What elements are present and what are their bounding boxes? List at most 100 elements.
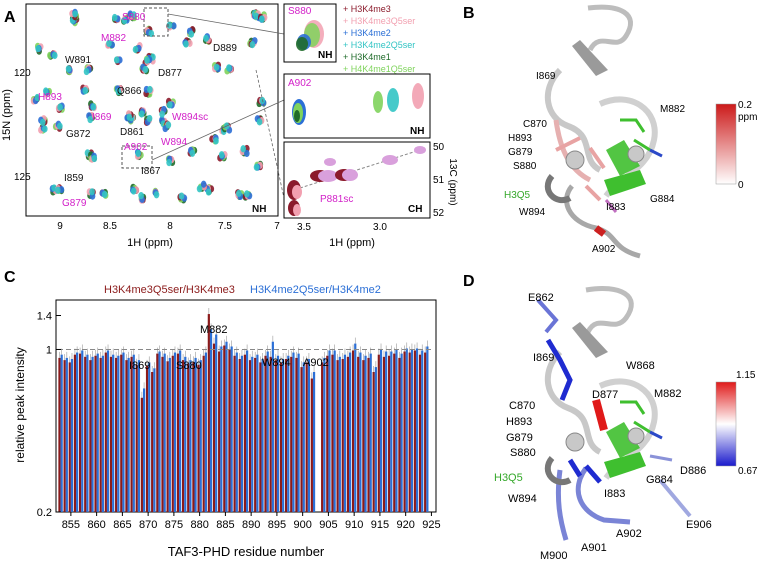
a-ytick-120: 120	[14, 68, 31, 79]
d-label-h893: H893	[506, 416, 532, 428]
bar-chart-c: 0.2 1 1.4 855 860 865 870 875 880 885 890 895 900 905…	[37, 299, 441, 531]
bar-me2-912	[364, 355, 367, 512]
bar-me2-922	[415, 348, 419, 512]
b-label-g884: G884	[650, 194, 675, 205]
nmr-peak	[113, 56, 120, 64]
nmr-peak	[144, 56, 150, 64]
nmr-peak	[132, 45, 139, 54]
b-label-c870: C870	[523, 119, 547, 130]
inset-p881sc: P881sc CH 50 51 52 13C (ppm) 3.5 3.0 1H …	[283, 141, 458, 249]
x-tick-label: 895	[268, 519, 286, 531]
bar-me2-888	[240, 355, 244, 512]
bar-me3-863	[109, 356, 113, 512]
bar-me3-860	[94, 355, 97, 512]
nmr-peak	[256, 118, 263, 126]
bar-me2-898	[292, 352, 295, 512]
d-label-i883: I883	[604, 488, 625, 500]
nmr-peak	[166, 158, 172, 167]
bar-me2-911	[359, 352, 362, 512]
nmr-peak	[253, 163, 260, 171]
inset3-ytick-51: 51	[433, 175, 445, 186]
d-label-a901: A901	[581, 542, 607, 554]
inset-s880-nh: NH	[318, 50, 332, 61]
bar-me3-857	[78, 353, 82, 512]
c-annot-i869: I869	[129, 360, 150, 372]
x-tick-label: 865	[113, 519, 131, 531]
bar-me3-855	[68, 362, 71, 512]
nmr-peak	[166, 21, 173, 29]
bar-me2-919	[400, 353, 403, 512]
bar-me3-858	[84, 356, 87, 512]
bar-me3-883	[212, 343, 216, 512]
a-xtick-7: 7	[274, 221, 280, 232]
bar-me2-894	[271, 341, 274, 512]
scale-b-min: 0	[738, 180, 744, 191]
nmr-peak	[101, 190, 108, 199]
bar-me2-915	[379, 349, 383, 512]
bar-me2-909	[349, 352, 352, 512]
bar-me3-896	[279, 362, 283, 512]
inset-a902-label: A902	[288, 78, 312, 89]
nmr-peak	[115, 87, 122, 96]
bar-me2-908	[343, 354, 347, 512]
d-label-s880: S880	[510, 447, 536, 459]
x-tick-label: 885	[216, 519, 234, 531]
peak-cloud	[30, 8, 268, 204]
bar-me2-871	[153, 368, 156, 512]
legend-a-1: + H3K4me3Q5ser	[343, 16, 415, 26]
peak-label-i867: I867	[141, 166, 161, 177]
legend-a-2: + H3K4me2	[343, 28, 391, 38]
nmr-peak	[213, 63, 220, 71]
bar-me3-889	[243, 354, 246, 512]
bar-me3-874	[166, 361, 169, 512]
x-tick-label: 900	[293, 519, 311, 531]
nmr-peak	[189, 149, 196, 157]
bar-me2-858	[86, 354, 89, 512]
bar-me3-918	[393, 353, 396, 512]
nmr-peak	[240, 145, 247, 153]
inset3-ylabel: 13C (ppm)	[447, 158, 458, 205]
nmr-peak	[83, 67, 90, 76]
nmr-peak	[82, 87, 89, 95]
nmr-peak	[42, 87, 49, 95]
nmr-peak	[57, 122, 63, 130]
y-tick-label: 0.2	[37, 507, 52, 519]
d-label-a902: A902	[616, 528, 642, 540]
bar-me2-872	[158, 351, 161, 512]
bar-me3-910	[351, 350, 355, 512]
c-annot-a902: A902	[303, 357, 329, 369]
peak-label-d877: D877	[158, 68, 182, 79]
b-label-s880: S880	[513, 161, 537, 172]
nmr-peak	[236, 189, 242, 197]
bar-me3-880	[197, 364, 200, 512]
bar-me3-891	[254, 357, 257, 512]
bar-me3-909	[346, 356, 350, 512]
x-tick-label: 880	[190, 519, 208, 531]
d-label-i869: I869	[533, 352, 554, 364]
legend-a-3: + H3K4me2Q5ser	[343, 40, 415, 50]
legend-a-4: + H3K4me1	[343, 52, 391, 62]
b-label-a902: A902	[592, 244, 616, 255]
a-xtick-8: 8	[167, 221, 173, 232]
bar-me2-910	[354, 343, 357, 512]
bar-me3-871	[151, 372, 154, 512]
bar-me3-890	[248, 360, 252, 512]
bar-me3-892	[259, 362, 262, 512]
bar-me2-918	[395, 349, 398, 512]
bar-me3-915	[377, 354, 380, 512]
nmr-peak	[205, 188, 212, 196]
bar-me3-919	[398, 357, 401, 512]
c-annot-w894: W894	[262, 357, 291, 369]
bar-me3-901	[305, 362, 308, 512]
nmr-peak	[166, 101, 173, 109]
panel-a-xlabel: 1H (ppm)	[127, 237, 173, 249]
panel-b-letter: B	[463, 5, 475, 22]
panel-c-letter: C	[4, 269, 16, 286]
bar-me3-870	[145, 365, 149, 512]
nmr-peak	[39, 118, 46, 127]
b-label-h893: H893	[508, 133, 532, 144]
bar-me2-869	[142, 388, 146, 512]
peak-label-w894: W894	[161, 137, 188, 148]
bar-me2-924	[426, 346, 429, 512]
inset-p881sc-label: P881sc	[320, 194, 353, 205]
